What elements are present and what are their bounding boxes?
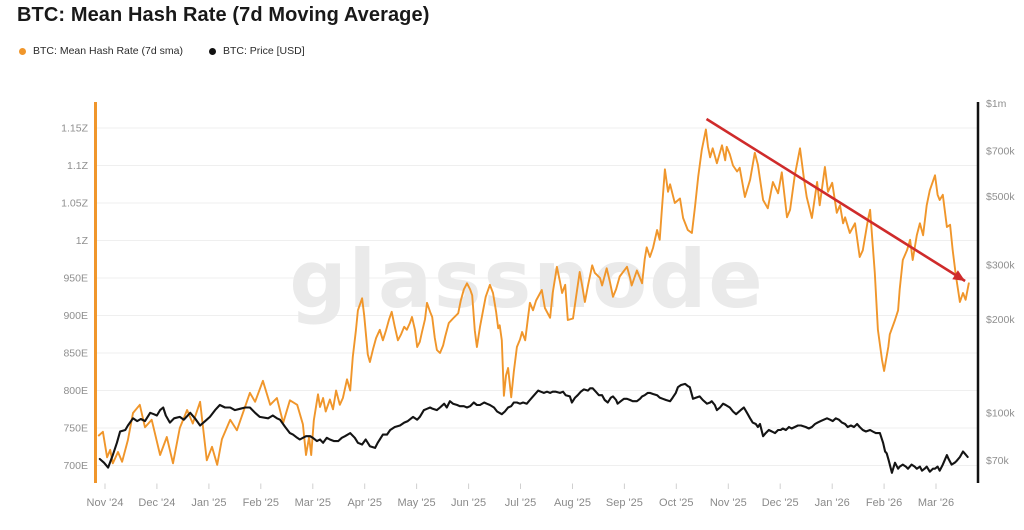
- y-axis-left-tick-label: 700E: [63, 460, 88, 472]
- x-axis-tick-label: Feb '26: [866, 497, 902, 509]
- x-axis-tick-label: May '25: [398, 497, 436, 509]
- y-axis-right-tick-label: $200k: [986, 314, 1015, 326]
- hashrate-dot-icon: [19, 47, 26, 55]
- x-axis-tick-label: Nov '24: [87, 497, 124, 509]
- y-axis-left-tick-label: 1.15Z: [61, 123, 88, 135]
- legend: BTC: Mean Hash Rate (7d sma) BTC: Price …: [19, 45, 305, 57]
- x-axis-tick-label: Feb '25: [243, 497, 279, 509]
- x-axis-tick-label: Mar '25: [295, 497, 331, 509]
- y-axis-left-tick-label: 1.1Z: [67, 160, 89, 172]
- axis-labels: 1.15Z 1.1Z 1.05Z 1Z 950E 900E 850E 800E 750E 700E…: [61, 98, 1015, 509]
- x-axis-tick-label: Oct '25: [659, 497, 694, 509]
- legend-label-price: BTC: Price [USD]: [222, 45, 305, 57]
- annotation-layer: [705, 117, 966, 283]
- x-axis-tick-label: Jan '26: [815, 497, 850, 509]
- y-axis-left-tick-label: 1Z: [76, 235, 89, 247]
- legend-label-hashrate: BTC: Mean Hash Rate (7d sma): [33, 45, 183, 57]
- x-axis-tick-label: Nov '25: [710, 497, 747, 509]
- x-axis-tick-label: Dec '25: [762, 497, 799, 509]
- price-line: [98, 382, 969, 474]
- x-axis-tick-label: Jun '25: [451, 497, 486, 509]
- x-axis-tick-label: Mar '26: [918, 497, 954, 509]
- x-axis-tick-label: Jan '25: [191, 497, 226, 509]
- x-axis-tick-label: Sep '25: [606, 497, 643, 509]
- y-axis-left-tick-label: 900E: [63, 310, 88, 322]
- chart-title: BTC: Mean Hash Rate (7d Moving Average): [17, 4, 430, 26]
- y-axis-left-tick-label: 850E: [63, 348, 88, 360]
- series-layer: [97, 128, 970, 474]
- x-axis-tick-label: Jul '25: [505, 497, 536, 509]
- trend-arrow-head-icon: [952, 270, 966, 281]
- legend-item-price[interactable]: BTC: Price [USD]: [208, 45, 305, 57]
- y-axis-right-tick-label: $500k: [986, 191, 1015, 203]
- hashrate-line: [97, 128, 970, 466]
- y-axis-right-tick-label: $700k: [986, 146, 1015, 158]
- y-axis-left-tick-label: 750E: [63, 423, 88, 435]
- y-axis-left-tick-label: 800E: [63, 385, 88, 397]
- y-axis-right-tick-label: $300k: [986, 260, 1015, 272]
- x-axis-tick-label: Apr '25: [347, 497, 382, 509]
- y-axis-left-tick-label: 1.05Z: [61, 198, 88, 210]
- y-axis-right-tick-label: $70k: [986, 455, 1010, 467]
- y-axis-left-tick-label: 950E: [63, 273, 88, 285]
- axes: [94, 102, 980, 483]
- x-axis-tick-label: Aug '25: [554, 497, 591, 509]
- trend-arrow-line: [705, 117, 966, 283]
- legend-item-hashrate[interactable]: BTC: Mean Hash Rate (7d sma): [19, 45, 183, 57]
- y-axis-right-tick-label: $1m: [986, 98, 1007, 110]
- glassnode-watermark: glassnode: [289, 233, 764, 326]
- x-axis-tick-label: Dec '24: [138, 497, 175, 509]
- y-axis-right-tick-label: $100k: [986, 407, 1015, 419]
- price-dot-icon: [208, 47, 216, 55]
